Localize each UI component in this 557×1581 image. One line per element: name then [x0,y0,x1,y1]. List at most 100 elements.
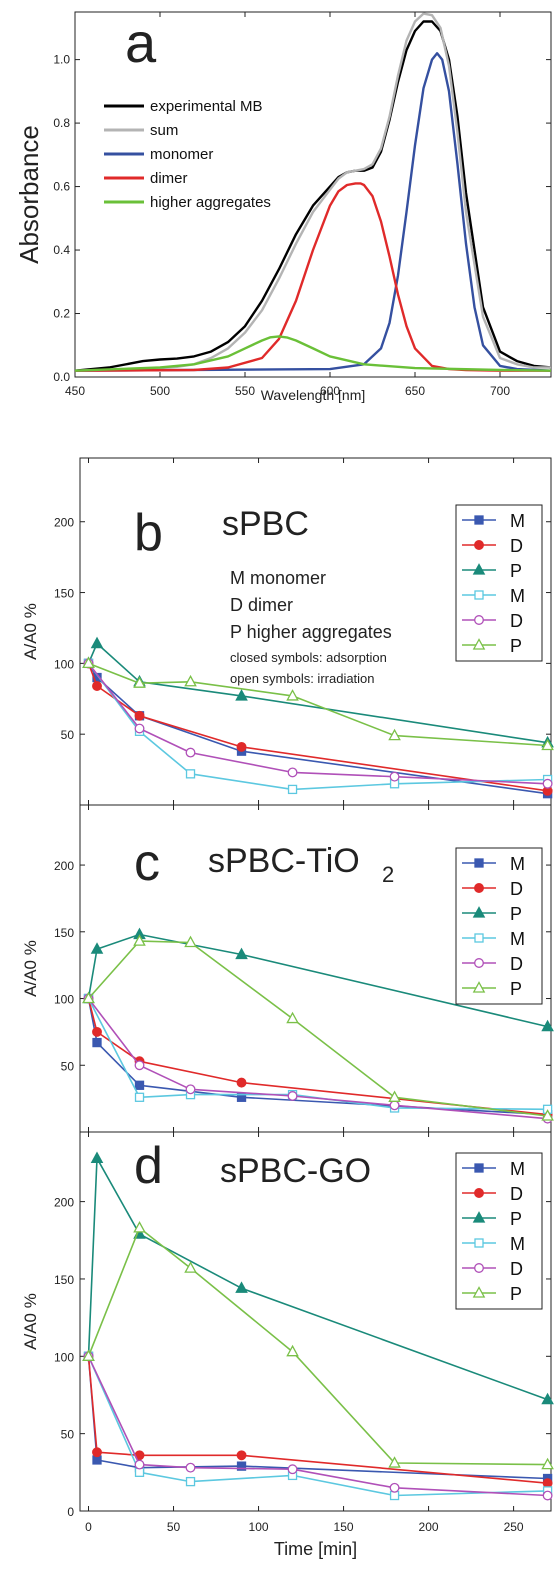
legend-marker [474,1163,484,1173]
legend-marker [474,615,484,625]
legend-marker [472,1211,486,1223]
data-point [185,769,196,779]
data-point [92,1037,102,1048]
data-point [286,689,299,701]
series-line [88,662,548,747]
x-tick-label: 150 [334,1520,354,1534]
y-tick-label: 100 [54,993,74,1007]
legend-marker [474,515,484,525]
y-tick-label: 0.6 [53,180,70,194]
panel-a-frame [74,11,552,378]
data-point [236,741,247,752]
legend-marker [472,906,486,918]
data-point [541,1109,554,1121]
series-line [87,1355,548,1497]
data-point [133,1221,146,1233]
sample-title: sPBC-TiO [208,842,360,880]
annotation-text: closed symbols: adsorption [230,650,387,665]
data-point [286,1344,299,1357]
y-tick-label: 0.4 [53,243,70,257]
y-axis-label: A/A0 % [21,603,40,660]
y-tick-label: 0 [67,1505,74,1519]
legend-marker [472,981,486,993]
legend-label: sum [150,122,178,139]
legend-label: monomer [150,146,213,163]
series-line [87,998,548,1120]
legend-label: D [510,611,523,631]
legend-label: dimer [150,170,188,187]
data-point [90,1151,104,1163]
y-tick-label: 0.8 [53,116,70,130]
legend-label: P [510,561,522,581]
y-axis-label: A/A0 % [21,1293,40,1350]
legend-marker [472,1286,486,1298]
data-point [542,1490,553,1501]
panel-letter: b [134,504,163,562]
data-point [90,636,104,649]
panel-b: 50 100 150 200 A/A0 % b sPBC M monomer D dimer P … [21,457,554,806]
data-point [82,656,95,669]
data-point [134,1459,145,1470]
legend-marker [474,1238,484,1248]
x-axis-label: Time [min] [274,1539,357,1559]
data-point [134,1092,145,1102]
data-point [184,1261,197,1273]
series-line-experimental-mb [74,20,552,372]
legend-marker [472,563,486,575]
series-line [87,1227,548,1466]
data-point [133,934,146,946]
data-point [134,710,145,721]
legend-label: P [510,979,522,999]
data-point [92,1447,102,1458]
x-tick-label: 50 [167,1520,181,1534]
legend-marker [474,933,484,943]
x-tick-label: 100 [249,1520,269,1534]
legend-label: M [510,854,525,874]
panel-d-frame [79,1131,552,1512]
data-point [133,676,146,688]
x-axis-label: Wavelength [nm] [261,387,366,403]
data-point [185,1462,196,1473]
data-point [185,1084,196,1095]
data-point [388,1456,401,1468]
data-point [185,747,196,758]
data-point [542,778,553,789]
data-point [236,1450,247,1461]
data-point [185,1476,196,1487]
y-tick-label: 100 [54,657,74,671]
series-line [87,940,548,1117]
legend-marker [474,540,484,550]
annotation-text: P higher aggregates [230,622,392,642]
legend-label: D [510,954,523,974]
series-line-sum [74,12,551,372]
y-axis-label: Absorbance [14,125,44,264]
x-tick-label: 650 [405,384,425,398]
data-point [389,771,400,782]
x-tick-label: 450 [65,384,85,398]
data-point [389,1100,400,1111]
data-point [287,1091,298,1101]
data-point [541,1457,554,1470]
x-tick-label: 600 [320,384,340,398]
data-point [542,1478,553,1489]
y-tick-label: 150 [54,926,74,940]
legend-label: higher aggregates [150,194,271,211]
legend-marker [474,590,484,600]
x-tick-label: 550 [235,384,255,398]
legend-label: M [510,586,525,606]
legend-marker [474,1263,484,1273]
legend-marker [474,858,484,868]
legend-box [455,1152,543,1310]
y-tick-label: 200 [54,516,74,530]
legend-marker [474,1188,484,1198]
legend-label: P [510,1284,522,1304]
panel-a: 450 500 550 600 650 700 0.0 0.2 0.4 0.6 0.8 1.0 Wave… [14,11,552,403]
legend-label: experimental MB [150,98,263,115]
data-point [286,1011,299,1024]
y-axis-label: A/A0 % [21,940,40,997]
data-point [184,674,197,687]
data-point [235,689,248,701]
data-point [388,728,401,741]
